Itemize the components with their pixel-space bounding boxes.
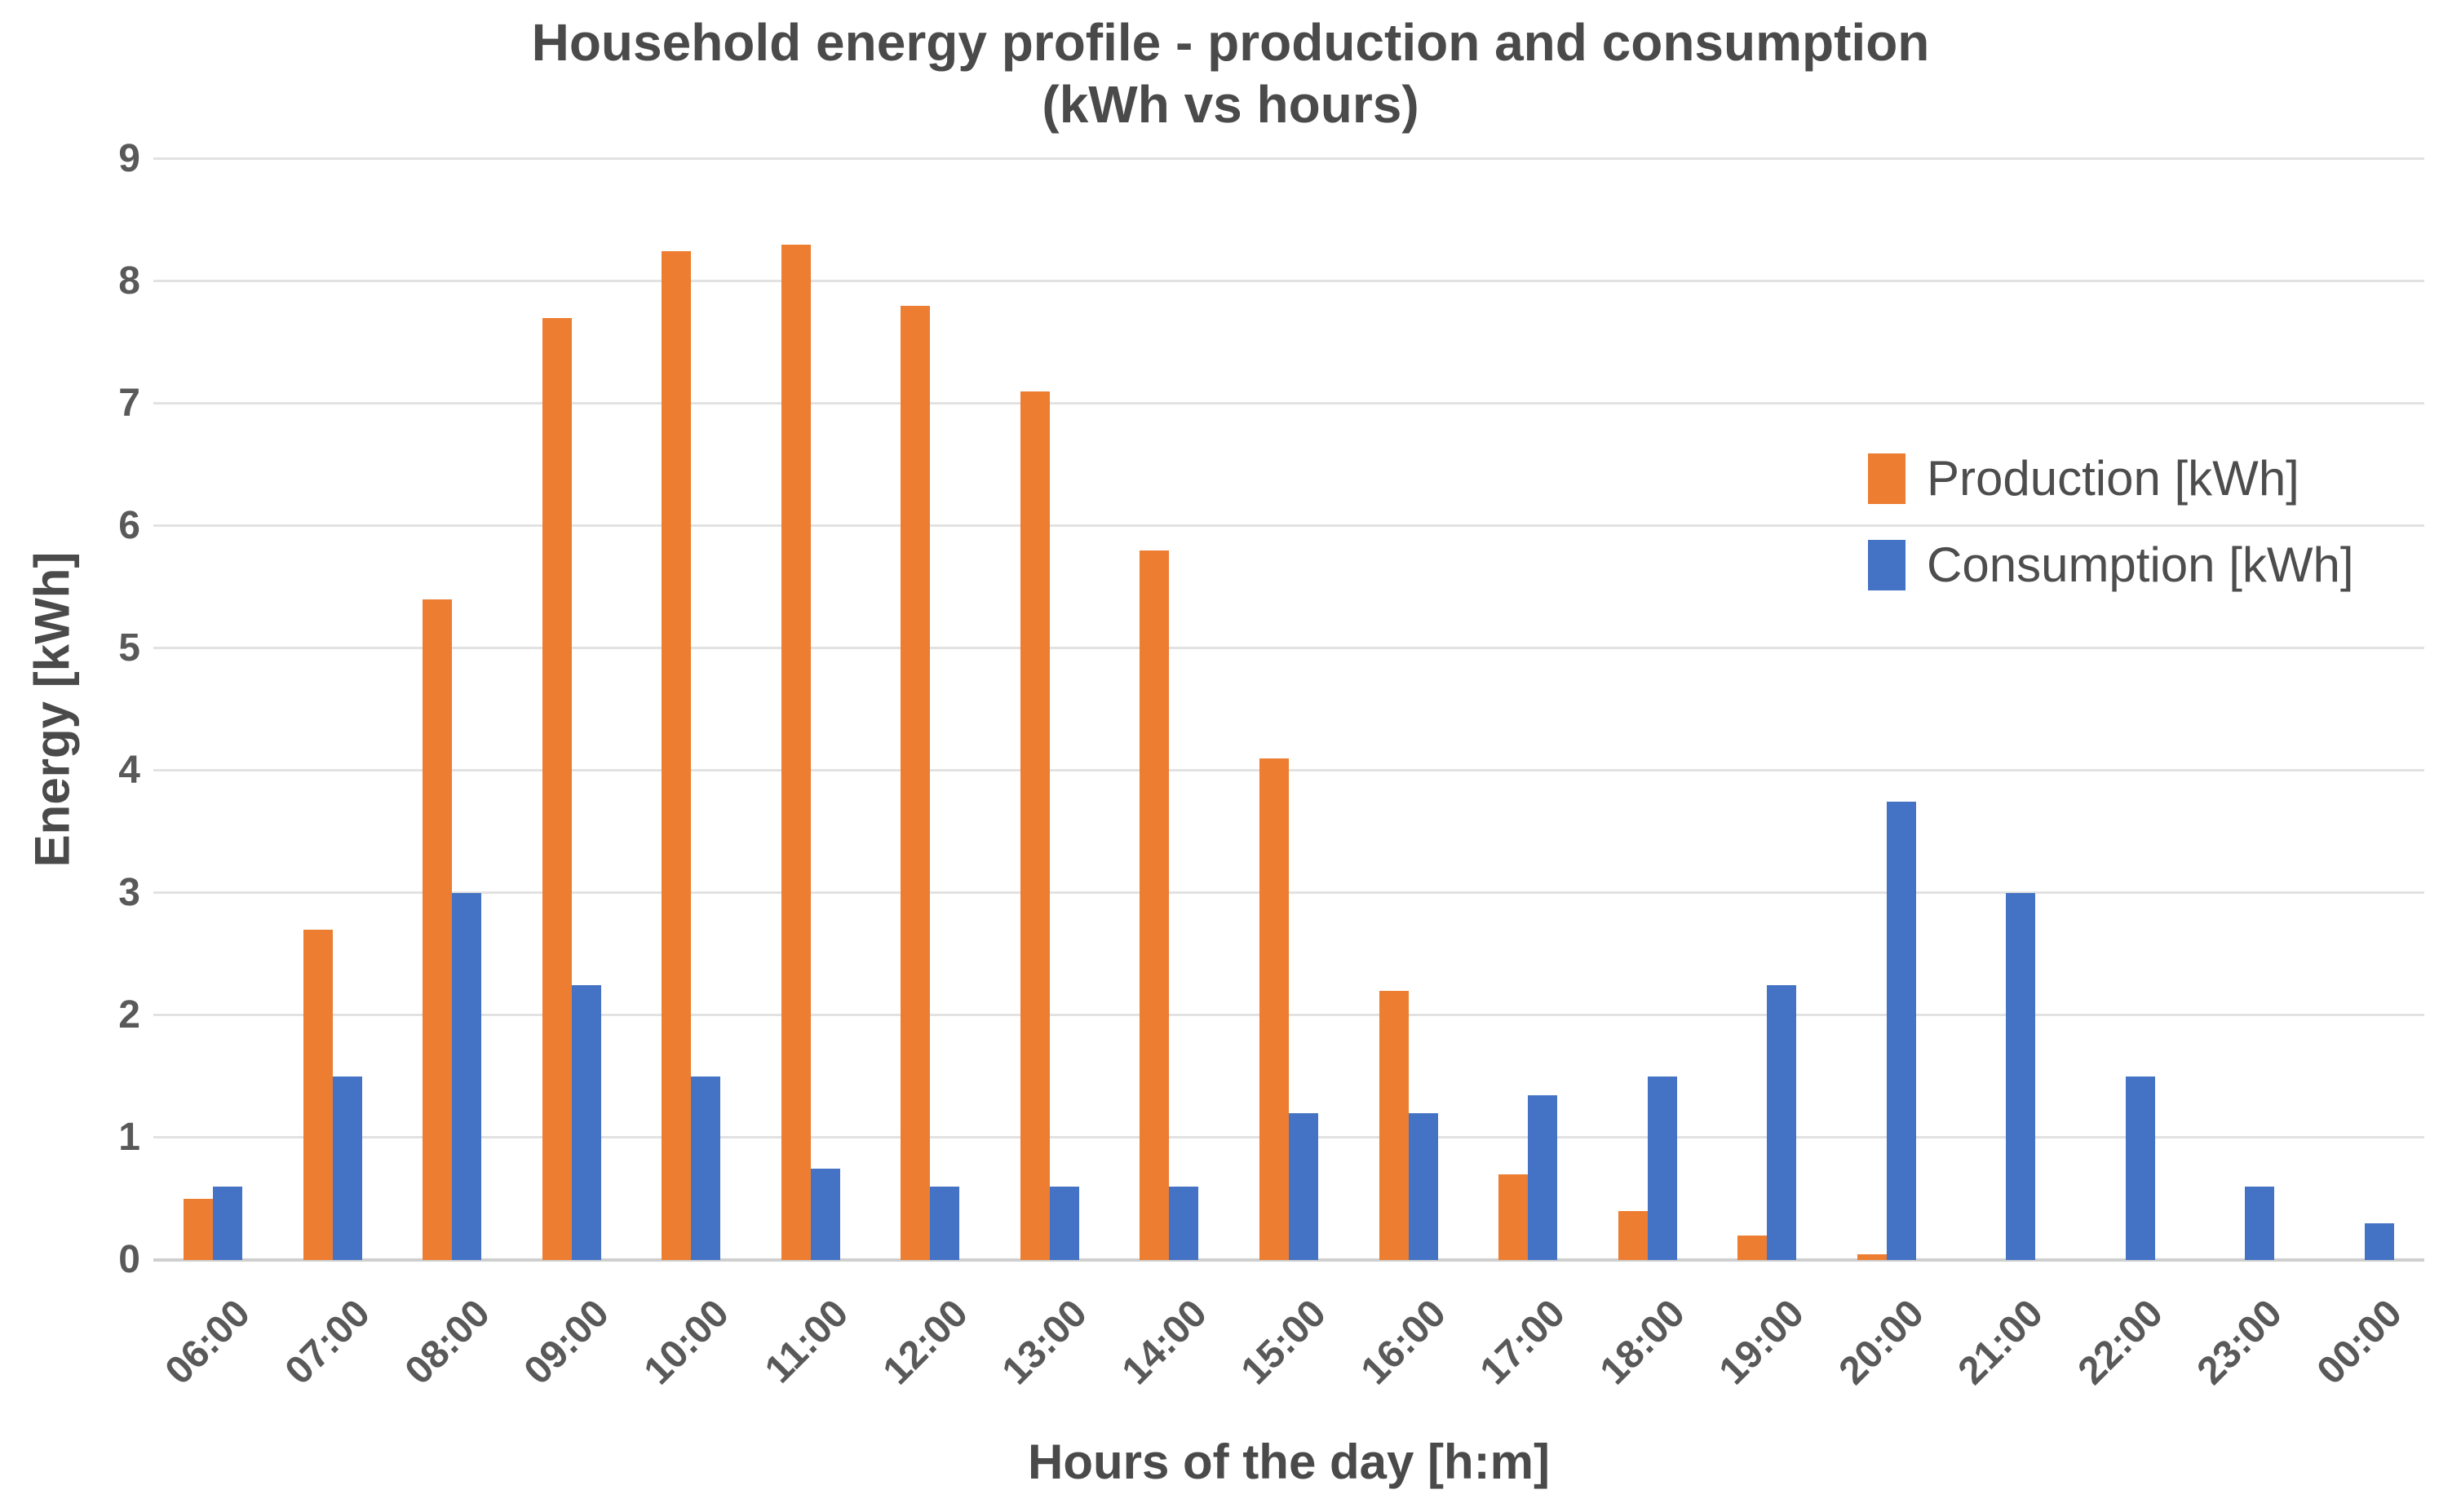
bar-consumption-14:00 bbox=[1169, 1187, 1199, 1260]
bar-consumption-18:00 bbox=[1647, 1077, 1677, 1260]
bar-consumption-10:00 bbox=[691, 1077, 721, 1260]
bar-consumption-20:00 bbox=[1886, 801, 1916, 1260]
bar-production-10:00 bbox=[662, 250, 692, 1260]
gridline-3 bbox=[153, 891, 2424, 894]
gridline-7 bbox=[153, 402, 2424, 405]
y-tick-label-6: 6 bbox=[118, 504, 140, 547]
gridline-6 bbox=[153, 524, 2424, 527]
y-tick-label-0: 0 bbox=[118, 1238, 140, 1281]
bar-consumption-07:00 bbox=[332, 1077, 362, 1260]
y-tick-label-7: 7 bbox=[118, 382, 140, 425]
legend-label-consumption: Consumption [kWh] bbox=[1927, 537, 2354, 592]
bar-consumption-23:00 bbox=[2245, 1187, 2275, 1260]
bar-consumption-13:00 bbox=[1049, 1187, 1079, 1260]
bar-consumption-21:00 bbox=[2006, 893, 2036, 1260]
bar-production-06:00 bbox=[184, 1199, 214, 1260]
bar-production-08:00 bbox=[423, 599, 453, 1260]
gridline-4 bbox=[153, 769, 2424, 771]
production-swatch-icon bbox=[1868, 453, 1906, 504]
gridline-5 bbox=[153, 647, 2424, 649]
legend-item-production: Production [kWh] bbox=[1868, 453, 2354, 504]
bar-consumption-17:00 bbox=[1528, 1094, 1558, 1260]
legend-label-production: Production [kWh] bbox=[1927, 451, 2299, 506]
chart-title-line2: (kWh vs hours) bbox=[1042, 75, 1419, 134]
bar-production-14:00 bbox=[1140, 550, 1170, 1260]
y-tick-label-2: 2 bbox=[118, 993, 140, 1037]
gridline-8 bbox=[153, 280, 2424, 282]
bar-consumption-15:00 bbox=[1289, 1113, 1318, 1260]
chart-title: Household energy profile - production an… bbox=[0, 11, 2461, 135]
y-tick-label-8: 8 bbox=[118, 259, 140, 303]
bar-production-07:00 bbox=[303, 930, 333, 1260]
bar-production-17:00 bbox=[1498, 1174, 1529, 1260]
bar-production-19:00 bbox=[1737, 1236, 1768, 1260]
bar-consumption-06:00 bbox=[213, 1187, 243, 1260]
legend: Production [kWh] Consumption [kWh] bbox=[1868, 453, 2354, 626]
bar-consumption-22:00 bbox=[2125, 1077, 2155, 1260]
consumption-swatch-icon bbox=[1868, 540, 1906, 590]
bar-production-15:00 bbox=[1259, 758, 1289, 1260]
y-tick-label-5: 5 bbox=[118, 626, 140, 670]
bar-production-16:00 bbox=[1379, 991, 1409, 1260]
y-tick-label-1: 1 bbox=[118, 1116, 140, 1159]
bar-consumption-12:00 bbox=[930, 1187, 960, 1260]
x-axis-title: Hours of the day [h:m] bbox=[1028, 1435, 1550, 1489]
bar-consumption-11:00 bbox=[810, 1168, 840, 1260]
bar-production-12:00 bbox=[901, 306, 931, 1260]
bar-production-18:00 bbox=[1618, 1211, 1648, 1260]
bar-production-09:00 bbox=[542, 318, 572, 1260]
x-axis-line bbox=[153, 1258, 2424, 1262]
bar-consumption-00:00 bbox=[2364, 1223, 2394, 1260]
bar-production-20:00 bbox=[1857, 1253, 1887, 1260]
gridline-2 bbox=[153, 1014, 2424, 1016]
plot-area bbox=[153, 157, 2424, 1262]
chart-title-line1: Household energy profile - production an… bbox=[531, 13, 1930, 72]
y-tick-label-3: 3 bbox=[118, 871, 140, 914]
gridline-9 bbox=[153, 157, 2424, 160]
y-tick-label-4: 4 bbox=[118, 749, 140, 792]
bar-consumption-16:00 bbox=[1408, 1113, 1438, 1260]
bar-consumption-08:00 bbox=[452, 893, 482, 1260]
bar-production-11:00 bbox=[781, 245, 811, 1260]
legend-item-consumption: Consumption [kWh] bbox=[1868, 540, 2354, 590]
bar-consumption-19:00 bbox=[1767, 984, 1797, 1260]
bar-consumption-09:00 bbox=[571, 984, 601, 1260]
y-tick-label-9: 9 bbox=[118, 137, 140, 180]
bar-production-13:00 bbox=[1020, 391, 1050, 1260]
